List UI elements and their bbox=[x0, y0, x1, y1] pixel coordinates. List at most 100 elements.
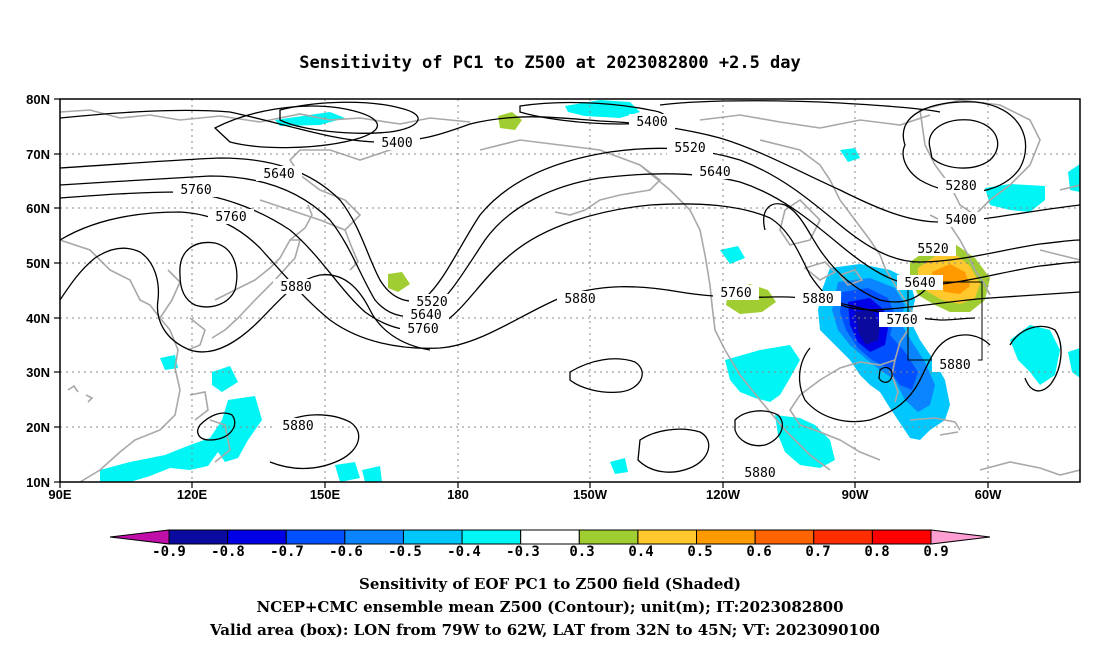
lat-lon-grid bbox=[60, 99, 1080, 482]
contour-label: 5400 bbox=[938, 212, 984, 228]
lon-label: 60W bbox=[975, 487, 1002, 502]
svg-text:5640: 5640 bbox=[699, 165, 730, 180]
contour-label: 5760 bbox=[173, 182, 219, 198]
map-frame bbox=[59, 98, 1081, 483]
contour-label: 5880 bbox=[557, 291, 603, 307]
colorbar-label: -0.7 bbox=[270, 544, 304, 560]
svg-text:5400: 5400 bbox=[945, 213, 976, 228]
contour-label: 5760 bbox=[208, 209, 254, 225]
colorbar-swatch bbox=[696, 529, 756, 545]
contour-label: 5640 bbox=[256, 166, 302, 182]
svg-text:5400: 5400 bbox=[381, 136, 412, 151]
contour-label: 5400 bbox=[374, 135, 420, 151]
colorbar-swatch bbox=[285, 529, 346, 545]
map-title: Sensitivity of PC1 to Z500 at 2023082800… bbox=[299, 53, 801, 73]
lon-label: 90E bbox=[48, 487, 71, 502]
svg-text:5760: 5760 bbox=[407, 322, 438, 337]
svg-text:5760: 5760 bbox=[180, 183, 211, 198]
colorbar-label: -0.6 bbox=[329, 544, 363, 560]
contour-labels: 5400 5400 5520 5280 5640 5640 5760 5760 … bbox=[173, 114, 984, 481]
colorbar-swatch bbox=[109, 529, 170, 545]
lon-label: 180 bbox=[447, 487, 469, 502]
colorbar-label: 0.8 bbox=[864, 544, 889, 560]
contour-label: 5760 bbox=[713, 285, 759, 301]
contour-label: 5640 bbox=[403, 307, 449, 323]
svg-text:5640: 5640 bbox=[263, 167, 294, 182]
lat-label: 80N bbox=[26, 92, 50, 107]
svg-text:5880: 5880 bbox=[939, 358, 970, 373]
svg-text:5520: 5520 bbox=[674, 141, 705, 156]
colorbar-label: 0.7 bbox=[805, 544, 830, 560]
contour-label: 5880 bbox=[795, 291, 841, 307]
lon-label: 150W bbox=[573, 487, 608, 502]
lon-label: 120W bbox=[706, 487, 741, 502]
svg-text:5880: 5880 bbox=[744, 466, 775, 481]
svg-text:5760: 5760 bbox=[215, 210, 246, 225]
lat-label: 20N bbox=[26, 420, 50, 435]
contour-label: 5640 bbox=[897, 275, 943, 291]
colorbar-label: -0.5 bbox=[388, 544, 422, 560]
svg-text:5880: 5880 bbox=[564, 292, 595, 307]
colorbar-swatch bbox=[402, 529, 463, 545]
footer-line-1: Sensitivity of EOF PC1 to Z500 field (Sh… bbox=[359, 575, 741, 593]
colorbar-swatch bbox=[930, 529, 991, 545]
colorbar-swatch bbox=[637, 529, 698, 545]
svg-text:5520: 5520 bbox=[416, 295, 447, 310]
contour-label: 5880 bbox=[275, 418, 321, 434]
contour-label: 5880 bbox=[737, 465, 783, 481]
colorbar-labels: -0.9 -0.8 -0.7 -0.6 -0.5 -0.4 -0.3 0.3 0… bbox=[152, 544, 949, 560]
lon-label: 120E bbox=[177, 487, 208, 502]
colorbar-swatch bbox=[813, 529, 873, 545]
colorbar-swatch bbox=[227, 529, 287, 545]
colorbar-swatch bbox=[754, 529, 815, 545]
colorbar-label: -0.8 bbox=[211, 544, 245, 560]
svg-text:5400: 5400 bbox=[636, 115, 667, 130]
contour-label: 5640 bbox=[692, 164, 738, 180]
colorbar-label: 0.9 bbox=[923, 544, 948, 560]
colorbar-swatch bbox=[461, 529, 522, 545]
lat-label: 40N bbox=[26, 311, 50, 326]
contour-label: 5760 bbox=[879, 312, 925, 328]
contour-label: 5520 bbox=[409, 294, 455, 310]
colorbar-swatch bbox=[578, 529, 639, 545]
lat-label: 30N bbox=[26, 365, 50, 380]
longitude-labels: 90E 120E 150E 180 150W 120W 90W 60W bbox=[48, 487, 1002, 502]
lon-label: 150E bbox=[310, 487, 341, 502]
colorbar-label: 0.4 bbox=[628, 544, 653, 560]
latitude-labels: 80N 70N 60N 50N 40N 30N 20N 10N bbox=[26, 92, 50, 490]
contour-label: 5400 bbox=[629, 114, 675, 130]
lat-label: 50N bbox=[26, 256, 50, 271]
colorbar-label: 0.3 bbox=[569, 544, 594, 560]
footer-line-2: NCEP+CMC ensemble mean Z500 (Contour); u… bbox=[257, 598, 844, 616]
colorbar-label: 0.5 bbox=[687, 544, 712, 560]
lat-label: 70N bbox=[26, 147, 50, 162]
svg-text:5640: 5640 bbox=[410, 308, 441, 323]
axis-ticks bbox=[54, 98, 989, 488]
contour-label: 5880 bbox=[273, 279, 319, 295]
svg-text:5280: 5280 bbox=[945, 179, 976, 194]
contour-label: 5520 bbox=[910, 241, 956, 257]
svg-text:5880: 5880 bbox=[802, 292, 833, 307]
svg-text:5760: 5760 bbox=[720, 286, 751, 301]
lat-label: 10N bbox=[26, 475, 50, 490]
colorbar-label: -0.3 bbox=[506, 544, 540, 560]
colorbar bbox=[109, 529, 991, 545]
colorbar-label: -0.9 bbox=[152, 544, 186, 560]
contour-label: 5520 bbox=[667, 140, 713, 156]
contour-label: 5760 bbox=[400, 321, 446, 337]
colorbar-label: 0.6 bbox=[746, 544, 771, 560]
contour-label: 5280 bbox=[938, 178, 984, 194]
svg-text:5760: 5760 bbox=[886, 313, 917, 328]
footer-line-3: Valid area (box): LON from 79W to 62W, L… bbox=[209, 621, 880, 639]
colorbar-swatch bbox=[871, 529, 932, 545]
svg-text:5880: 5880 bbox=[280, 280, 311, 295]
lon-label: 90W bbox=[842, 487, 869, 502]
contour-label: 5880 bbox=[932, 357, 978, 373]
lat-label: 60N bbox=[26, 201, 50, 216]
svg-text:5640: 5640 bbox=[904, 276, 935, 291]
colorbar-swatch bbox=[520, 529, 580, 545]
svg-text:5520: 5520 bbox=[917, 242, 948, 257]
colorbar-swatch bbox=[344, 529, 404, 545]
colorbar-label: -0.4 bbox=[447, 544, 481, 560]
